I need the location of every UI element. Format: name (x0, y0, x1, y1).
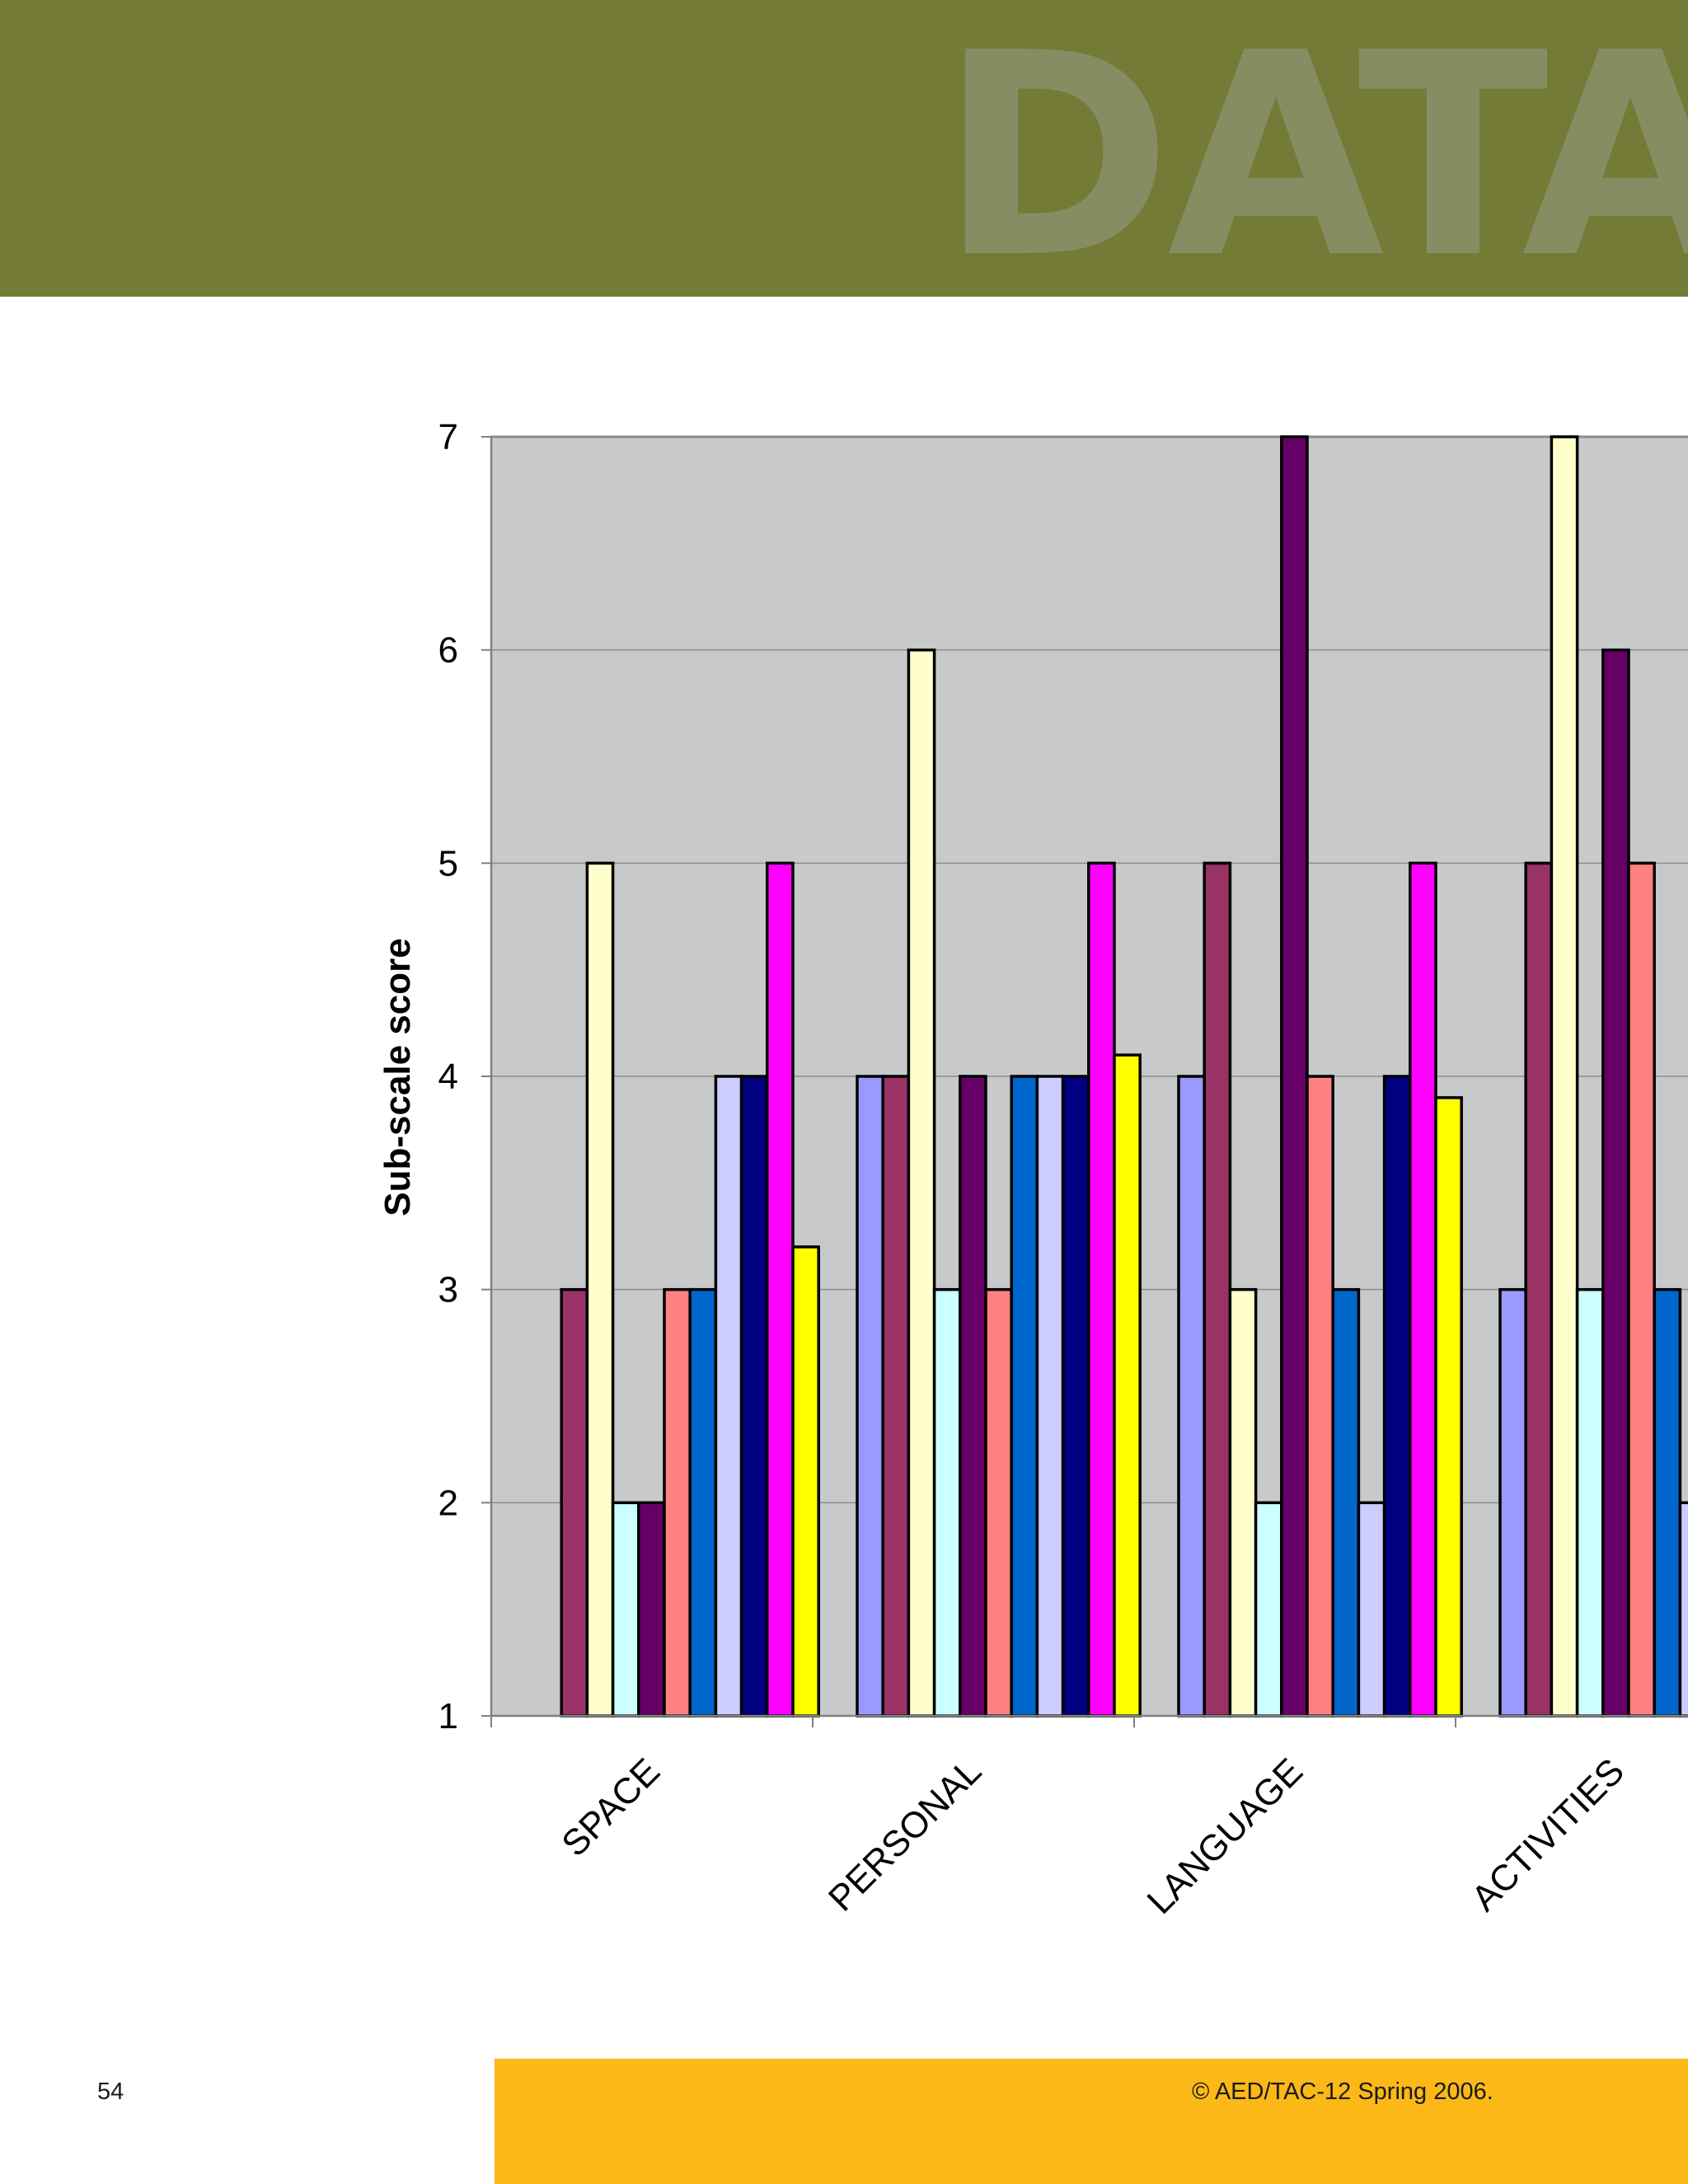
bars (560, 435, 1688, 1718)
bar-activities-series-8 (1678, 1501, 1688, 1718)
y-tick-label: 5 (438, 843, 458, 883)
bar-space-series-8 (714, 1075, 743, 1718)
bar-language-series-6 (1306, 1075, 1334, 1718)
bar-activities-series-2 (1524, 861, 1554, 1718)
bar-language-series-9 (1382, 1075, 1412, 1718)
bar-language-series-10 (1409, 861, 1437, 1718)
page-number: 54 (97, 2079, 124, 2105)
axes (481, 436, 1688, 1727)
y-tick-label: 1 (438, 1696, 458, 1736)
y-tick-label: 6 (438, 630, 458, 671)
bar-language-series-1 (1177, 1075, 1206, 1718)
bar-space-series-5 (637, 1501, 666, 1718)
bar-activities-series-3 (1550, 435, 1579, 1718)
x-category-label: SPACE (554, 1750, 668, 1864)
bar-activities-series-1 (1498, 1287, 1527, 1718)
bar-personal-series-2 (881, 1075, 911, 1718)
bar-personal-series-3 (907, 648, 936, 1718)
bar-personal-series-10 (1087, 861, 1116, 1718)
bar-personal-series-8 (1035, 1075, 1065, 1718)
bar-activities-series-7 (1653, 1287, 1682, 1718)
bar-personal-series-9 (1061, 1075, 1090, 1718)
bar-activities-series-4 (1575, 1287, 1605, 1718)
x-category-label: LANGUAGE (1140, 1750, 1311, 1922)
y-tick-label: 7 (438, 417, 458, 457)
bar-personal-series-6 (984, 1287, 1013, 1718)
bar-language-series-3 (1228, 1287, 1258, 1718)
bar-personal-series-1 (856, 1075, 884, 1718)
bar-space-series-11 (791, 1245, 820, 1718)
bar-space-series-6 (663, 1287, 692, 1718)
bar-space-series-4 (611, 1501, 640, 1718)
x-category-label: ACTIVITIES (1464, 1750, 1632, 1919)
bar-language-series-7 (1331, 1287, 1361, 1718)
bar-activities-series-5 (1601, 648, 1630, 1718)
bar-activities-series-6 (1627, 861, 1656, 1718)
bar-space-series-3 (585, 861, 615, 1718)
bar-space-series-2 (560, 1287, 589, 1718)
y-tick-label: 3 (438, 1270, 458, 1310)
bar-language-series-5 (1280, 435, 1309, 1718)
y-tick-label: 4 (438, 1057, 458, 1097)
bar-personal-series-7 (1010, 1075, 1039, 1718)
bar-language-series-11 (1434, 1096, 1463, 1718)
y-tick-label: 2 (438, 1483, 458, 1523)
footer-band (495, 2059, 1688, 2184)
bar-language-series-4 (1254, 1501, 1283, 1718)
copyright-text: © AED/TAC-12 Spring 2006. (1192, 2079, 1493, 2105)
bar-personal-series-5 (959, 1075, 987, 1718)
y-axis-label: Sub-scale score (377, 938, 418, 1216)
bar-space-series-9 (739, 1075, 769, 1718)
bar-space-series-10 (766, 861, 795, 1718)
bar-personal-series-11 (1113, 1053, 1142, 1718)
x-category-label: PERSONAL (821, 1750, 989, 1919)
bar-space-series-7 (688, 1287, 718, 1718)
bar-language-series-2 (1203, 861, 1232, 1718)
bar-language-series-8 (1357, 1501, 1386, 1718)
bar-personal-series-4 (932, 1287, 962, 1718)
header-watermark-text: DATA (940, 0, 1688, 297)
header-band: DATA (0, 0, 1688, 297)
